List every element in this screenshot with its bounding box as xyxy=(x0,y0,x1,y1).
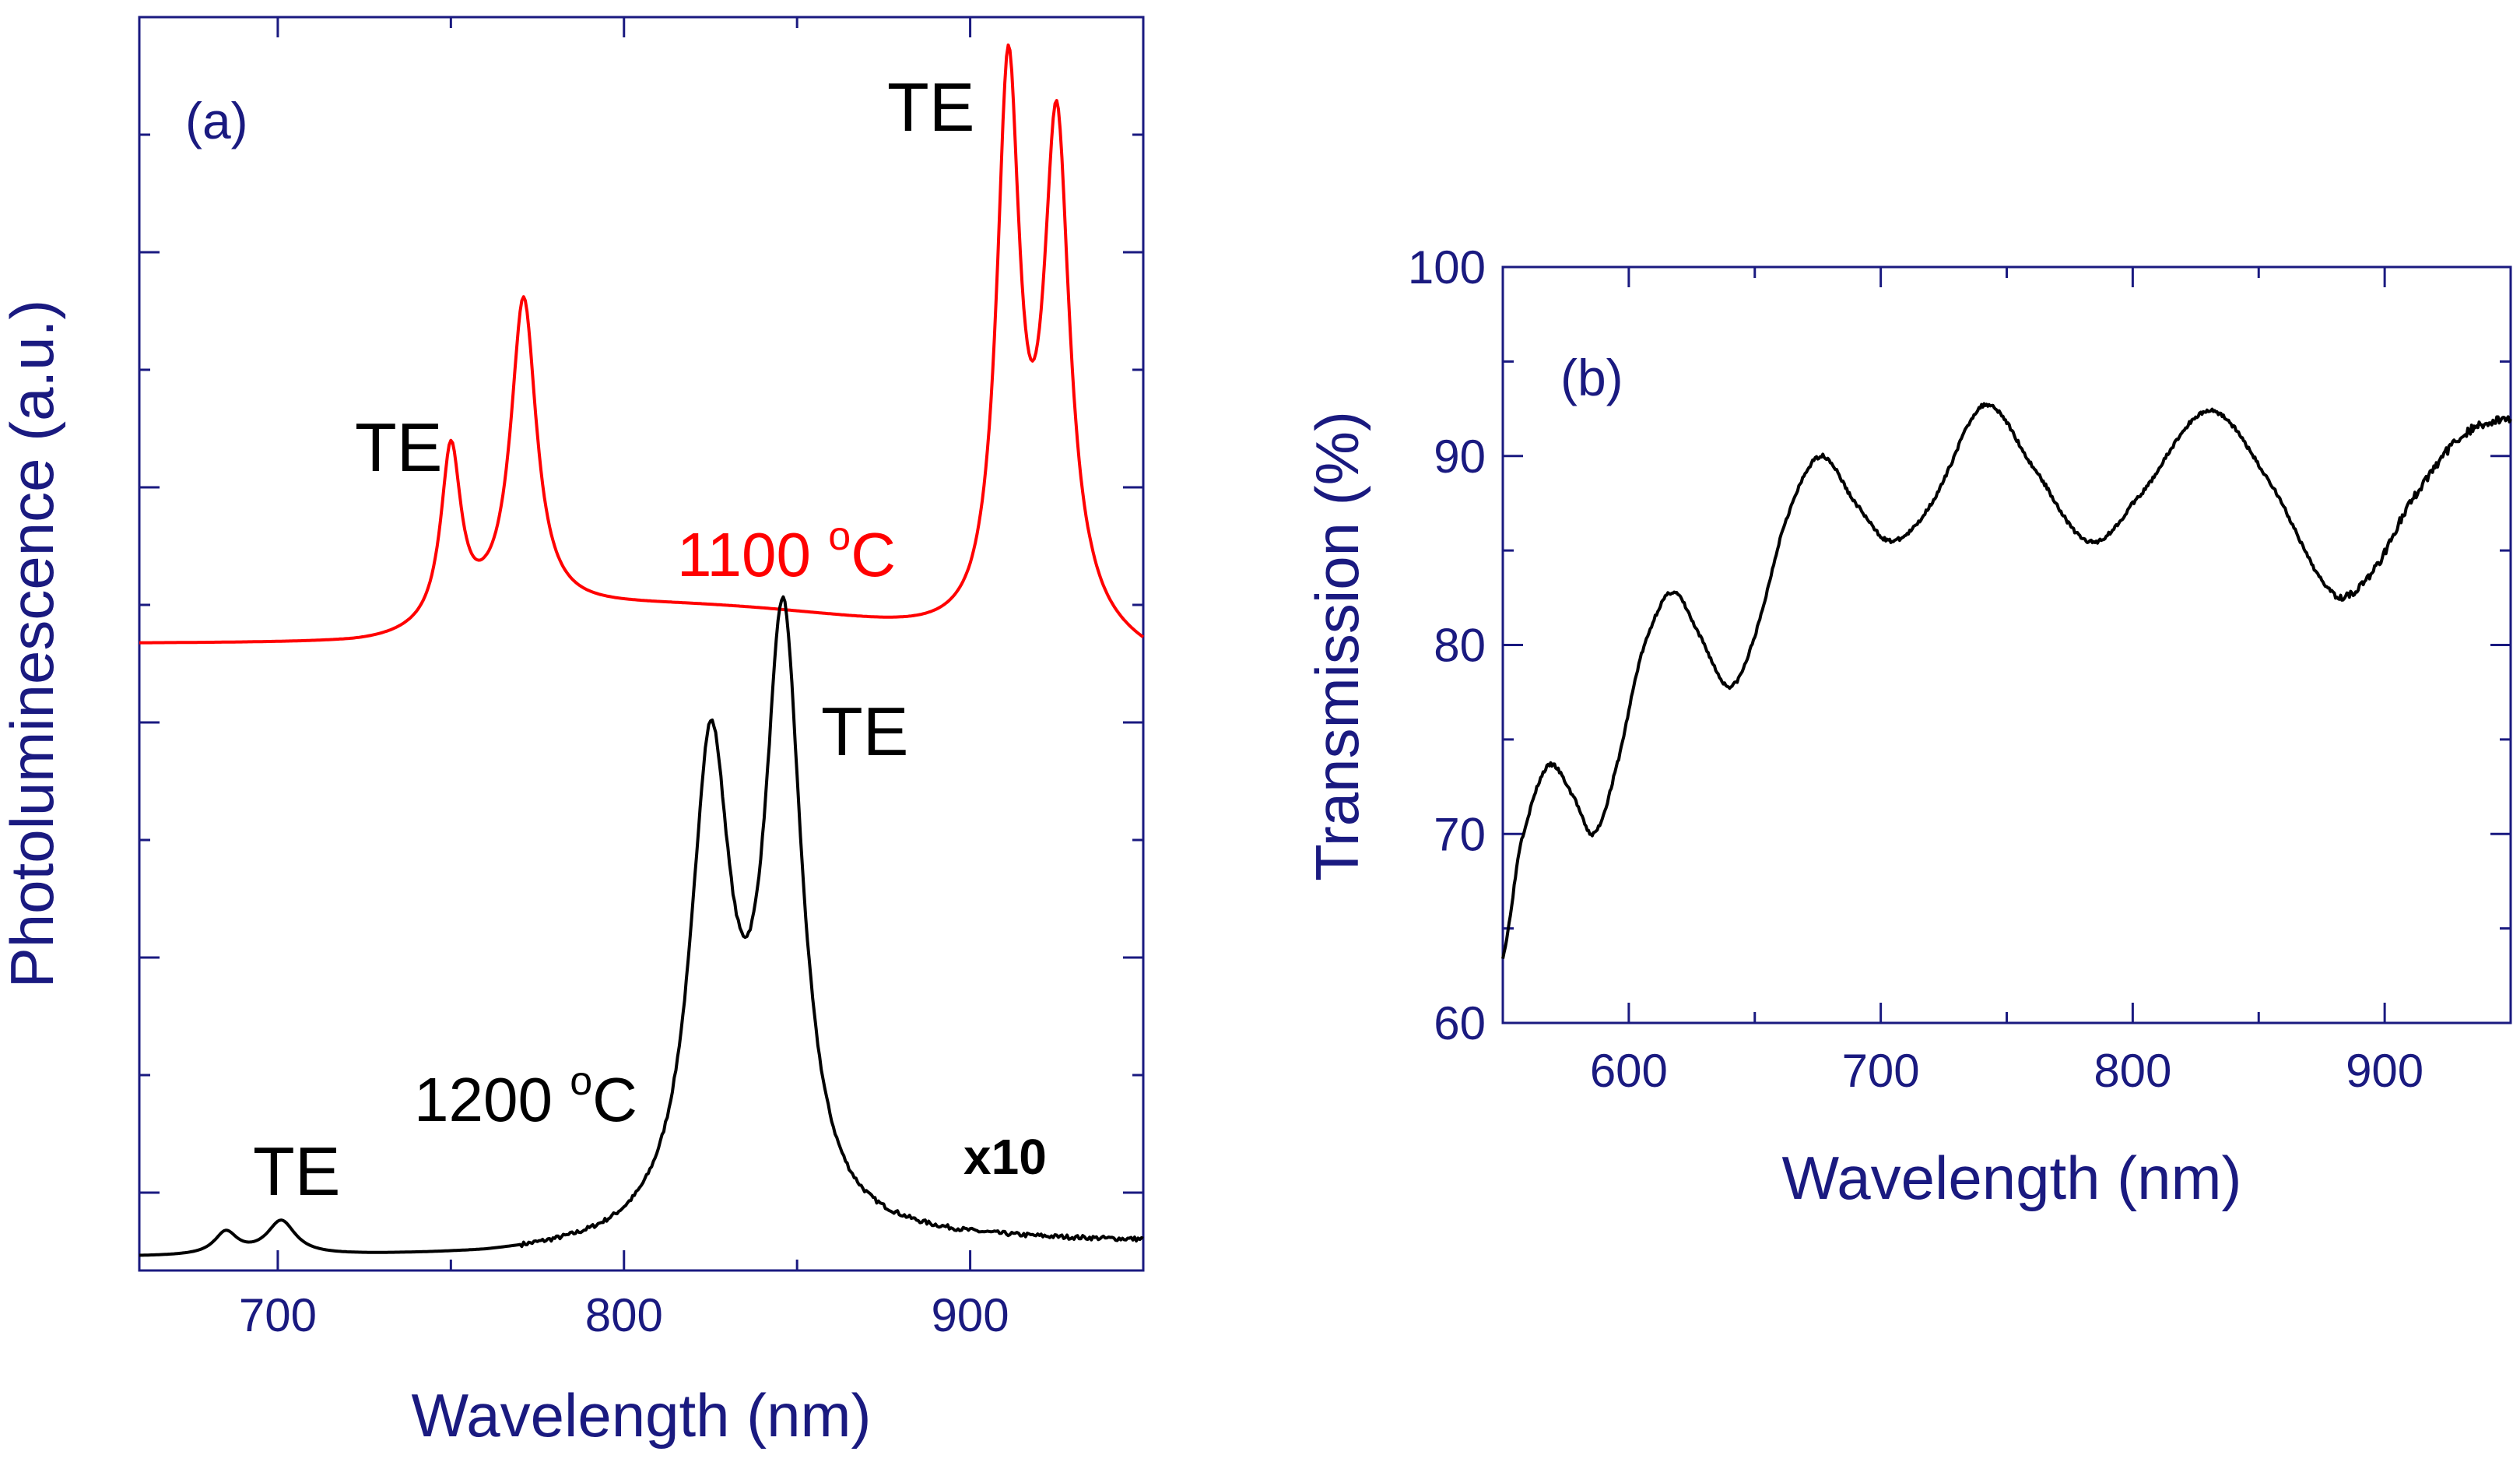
x-tick-label-b-900: 900 xyxy=(2346,1045,2423,1097)
series-1100c-line xyxy=(139,43,1145,645)
x-tick-label-b-700: 700 xyxy=(1842,1045,1920,1097)
series-label-1100c: 1100 oC xyxy=(677,514,896,589)
y-ticks-a xyxy=(139,133,1143,1194)
x-tick-label-a-900: 900 xyxy=(932,1289,1009,1341)
x-tick-label-b-800: 800 xyxy=(2094,1045,2171,1097)
x-axis-title-a: Wavelength (nm) xyxy=(412,1381,872,1450)
y-axis-title-a: Photoluminescence (a.u.) xyxy=(0,300,66,988)
y-axis-title-b: Transmission (%) xyxy=(1303,411,1371,881)
chart-a: 700 800 900 (a) Wavelength (nm) Photolumin… xyxy=(0,16,1145,1450)
x-ticks-a: 700 800 900 xyxy=(239,17,1009,1341)
x-tick-label-a-700: 700 xyxy=(239,1289,317,1341)
series-1200c-line xyxy=(139,595,1144,1257)
x-axis-title-b: Wavelength (nm) xyxy=(1782,1144,2242,1212)
chart-b: 600 700 800 900 60 70 80 90 100 (b) Wavelength … xyxy=(1303,241,2512,1212)
y-tick-label-b-60: 60 xyxy=(1434,997,1486,1049)
plot-frame-a xyxy=(138,16,1145,1272)
multiplier-label-x10: x10 xyxy=(963,1129,1047,1185)
panel-label-a: (a) xyxy=(185,92,248,149)
annotation-te-1200-main: TE xyxy=(821,693,908,770)
x-ticks-b: 600 700 800 900 xyxy=(1501,267,2512,1097)
y-tick-label-b-100: 100 xyxy=(1408,241,1486,293)
series-label-1200c: 1200 oC xyxy=(414,1059,637,1134)
annotation-te-1100-left: TE xyxy=(355,409,442,486)
x-tick-label-a-800: 800 xyxy=(585,1289,663,1341)
annotation-te-1100-right: TE xyxy=(887,69,974,146)
y-tick-label-b-70: 70 xyxy=(1434,808,1486,860)
plot-frame-b xyxy=(1501,265,2512,1024)
panel-label-b: (b) xyxy=(1560,349,1623,406)
series-transmission-line xyxy=(1501,402,2512,959)
x-tick-label-b-600: 600 xyxy=(1590,1045,1668,1097)
annotation-te-1200-small: TE xyxy=(253,1133,340,1210)
y-ticks-b: 60 70 80 90 100 xyxy=(1408,241,2511,1049)
y-tick-label-b-90: 90 xyxy=(1434,431,1486,483)
y-tick-label-b-80: 80 xyxy=(1434,620,1486,672)
